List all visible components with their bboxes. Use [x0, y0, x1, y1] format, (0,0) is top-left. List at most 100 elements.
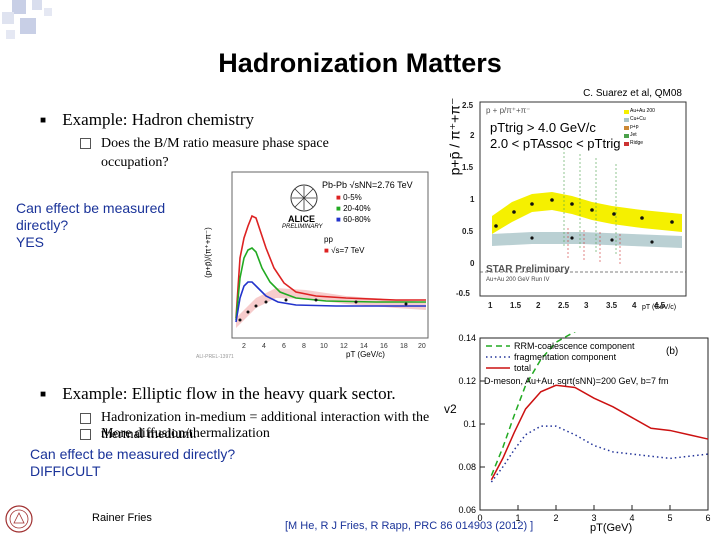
star-xlabel: pT (GeV/c)	[642, 304, 677, 311]
star-xtick: 4	[632, 301, 637, 310]
v2-ylabel: v2	[444, 402, 457, 416]
star-leg-4: Ridge	[630, 140, 644, 146]
alice-plot: 2 4 6 8 10 12 14 16 18 20	[231, 171, 429, 350]
alice-xtick: 16	[380, 343, 388, 350]
star-ytick: -0.5	[456, 289, 470, 298]
v2-ytick-label: 0.1	[463, 419, 476, 429]
sub1-text: Does the B/M ratio measure phase space o…	[101, 136, 329, 170]
v2-panel-label: (b)	[666, 346, 679, 357]
star-ylabel: p+p̄ / π⁺+π⁻	[446, 97, 463, 176]
sub-bullet-in-medium: Hadronization in-medium = additional int…	[80, 409, 430, 443]
alice-ratio-figure: 2 4 6 8 10 12 14 16 18 20 (p+p̄)/(π⁺+π⁻)…	[196, 168, 432, 362]
sub-bullet-phase-space: Does the B/M ratio measure phase space o…	[80, 134, 380, 172]
star-cut2: 2.0 < pTAssoc < pTtrig	[490, 136, 621, 151]
cent-2: 60-80%	[343, 215, 371, 224]
alice-pp: pp	[324, 235, 333, 244]
v2-xtick-label: 4	[629, 513, 634, 523]
cent-1: 20-40%	[343, 204, 371, 213]
star-leg-3: Jet	[630, 132, 637, 138]
v2-plot: 0.14 0.12 0.1 0.08 0.06 0 1 2 3 4 5 6 RRM-coalesce…	[458, 324, 711, 523]
alice-system: Pb-Pb √sNN=2.76 TeV	[322, 180, 413, 190]
star-plot: 2.5 2 1.5 1 0.5 0 -0.5 1 1.5 2 2.5 3 3.5…	[456, 101, 687, 310]
v2-xtick-label: 6	[705, 513, 710, 523]
box-bullet-icon	[80, 138, 91, 149]
v2-xtick-label: 0	[477, 513, 482, 523]
alice-pp-energy: √s=7 TeV	[331, 246, 365, 255]
star-ytick: 1.5	[462, 163, 474, 172]
star-ratio-figure: 2.5 2 1.5 1 0.5 0 -0.5 1 1.5 2 2.5 3 3.5…	[452, 98, 692, 316]
v2-xtick-label: 3	[591, 513, 596, 523]
star-cuts: pTtrig > 4.0 GeV/c 2.0 < pTAssoc < pTtri…	[490, 120, 621, 152]
bullet2-text: Example: Elliptic flow in the heavy quar…	[62, 384, 396, 403]
star-xtick: 1	[488, 301, 493, 310]
cent-0: 0-5%	[343, 193, 362, 202]
star-ytick: 2	[470, 131, 475, 140]
star-xtick: 1.5	[510, 301, 522, 310]
question-1: Can effect be measured directly? YES	[16, 200, 186, 251]
bullet-elliptic-flow: ■ Example: Elliptic flow in the heavy qu…	[40, 384, 396, 404]
star-legend: Au+Au 200 Cu+Cu p+p Jet Ridge	[630, 107, 655, 147]
question-2: Can effect be measured directly? DIFFICU…	[30, 446, 290, 480]
alice-xtick: 6	[282, 343, 286, 350]
alice-pp-legend: pp ■ √s=7 TeV	[324, 235, 365, 255]
star-xtick: 3	[584, 301, 589, 310]
sub-bullet-diffusion: More diffusion/thermalization	[80, 425, 430, 442]
v2-xlabel: pT(GeV)	[590, 522, 633, 534]
alice-figid: ALI-PREL-13971	[196, 354, 234, 360]
bullet1-text: Example: Hadron chemistry	[62, 110, 254, 129]
v2-legend-label: fragmentation component	[514, 352, 617, 362]
university-seal-icon	[5, 505, 33, 533]
alice-xtick: 2	[242, 343, 246, 350]
star-xtick: 2	[536, 301, 541, 310]
v2-series-fragmentation-component	[490, 425, 709, 483]
star-leg-0: Au+Au 200	[630, 108, 655, 114]
star-xtick: 3.5	[606, 301, 618, 310]
alice-centralities: ■ 0-5% ■ 20-40% ■ 60-80%	[336, 193, 371, 224]
v2-ytick-label: 0.12	[458, 376, 476, 386]
question2-text: Can effect be measured directly?	[30, 446, 236, 462]
star-leg-2: p+p	[630, 124, 639, 130]
sub2a-text: Hadronization in-medium = additional int…	[101, 410, 430, 442]
star-xtick: 4.5	[654, 301, 666, 310]
alice-xtick: 20	[418, 343, 426, 350]
star-xtick: 2.5	[558, 301, 570, 310]
v2-xtick-label: 2	[553, 513, 558, 523]
alice-xtick: 18	[400, 343, 408, 350]
box-bullet-icon	[80, 429, 91, 440]
star-preliminary: STAR Preliminary	[486, 264, 570, 275]
alice-logo-sub: PRELIMINARY	[282, 224, 323, 230]
star-ytick: 2.5	[462, 101, 474, 110]
bullet-marker-icon: ■	[40, 115, 47, 126]
v2-ytick-label: 0.06	[458, 505, 476, 515]
star-sub-preliminary: Au+Au 200 GeV Run IV	[486, 277, 550, 283]
answer2-text: DIFFICULT	[30, 463, 101, 479]
star-legend-title: p + p/π⁺+π⁻	[486, 106, 531, 115]
sub2b-text: More diffusion/thermalization	[101, 426, 270, 441]
v2-ytick-label: 0.14	[458, 333, 476, 343]
v2-legend-label: total	[514, 363, 531, 373]
star-ytick: 1	[470, 195, 475, 204]
bottom-citation: [M He, R J Fries, R Rapp, PRC 86 014903 …	[285, 520, 534, 532]
alice-xlabel: pT (GeV/c)	[346, 350, 385, 359]
answer1-text: YES	[16, 234, 45, 250]
alice-logo-text: ALICE	[288, 214, 315, 224]
star-ytick: 0.5	[462, 227, 474, 236]
star-leg-1: Cu+Cu	[630, 116, 646, 122]
question1-text: Can effect be measured directly?	[16, 200, 166, 233]
box-bullet-icon	[80, 413, 91, 424]
bullet-marker-icon: ■	[40, 389, 47, 400]
alice-xtick: 10	[320, 343, 328, 350]
star-cut1: pTtrig > 4.0 GeV/c	[490, 120, 596, 135]
alice-ylabel-wrap: (p+p̄)/(π⁺+π⁻)	[196, 198, 218, 318]
alice-xtick: 4	[262, 343, 266, 350]
v2-series-total	[490, 384, 709, 481]
v2-legend-label: RRM-coalescence component	[514, 341, 635, 351]
top-citation: C. Suarez et al, QM08	[583, 88, 682, 99]
alice-ylabel: (p+p̄)/(π⁺+π⁻)	[203, 227, 213, 278]
v2-ytick-label: 0.08	[458, 462, 476, 472]
v2-xtick-label: 1	[515, 513, 520, 523]
v2-chart: 0.14 0.12 0.1 0.08 0.06 0 1 2 3 4 5 6 RRM-coalesce…	[440, 324, 712, 538]
bullet-hadron-chemistry: ■ Example: Hadron chemistry	[40, 110, 254, 130]
star-legend-swatches	[624, 110, 629, 146]
page-title: Hadronization Matters	[218, 48, 502, 78]
